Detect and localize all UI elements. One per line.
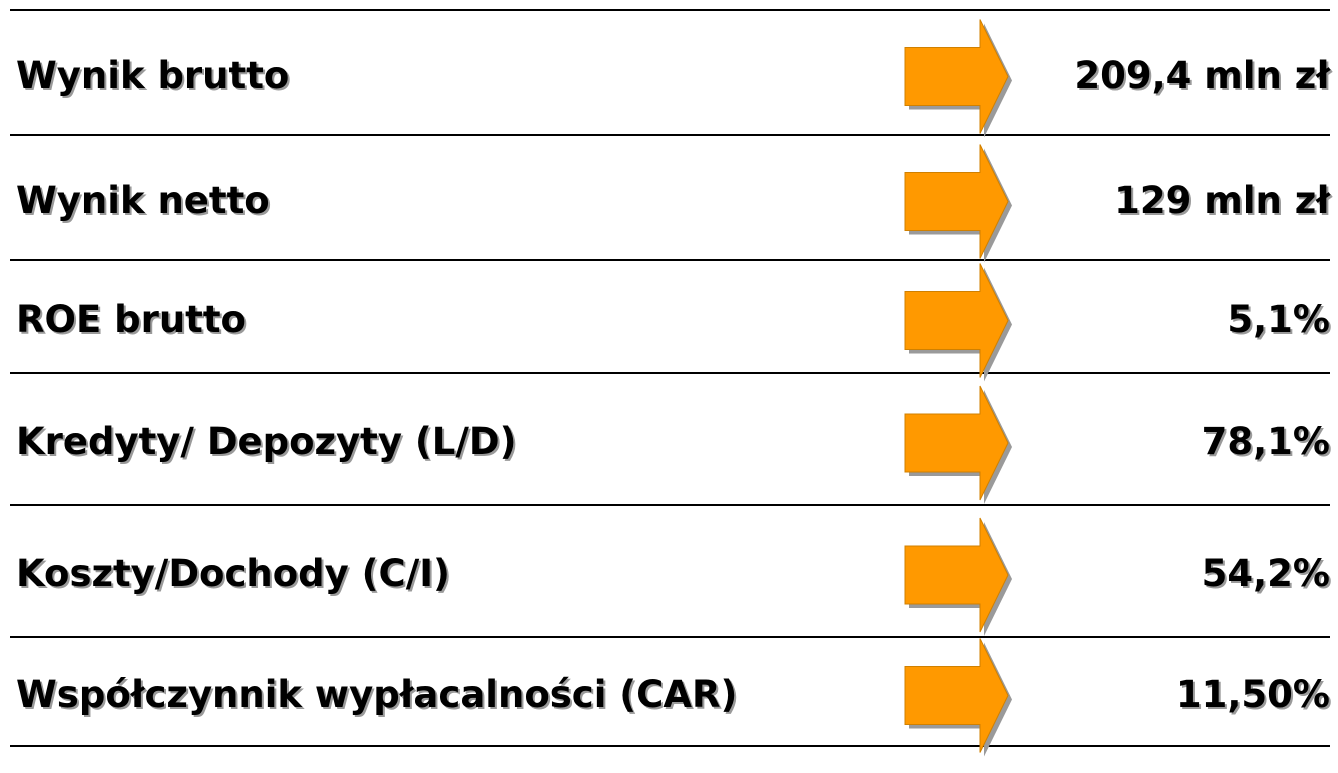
arrow	[904, 517, 1009, 633]
row-label: Kredyty/ Depozyty (L/D)	[16, 420, 517, 463]
row-label: Wynik netto	[16, 178, 270, 222]
row-value: 129 mln zł	[1114, 178, 1330, 222]
row-label: Koszty/Dochody (C/I)	[16, 552, 450, 595]
arrow	[904, 144, 1009, 259]
arrow	[904, 19, 1009, 134]
row-value: 5,1%	[1227, 297, 1330, 341]
row-label: ROE brutto	[16, 297, 246, 341]
arrow	[904, 638, 1009, 753]
arrow	[904, 263, 1009, 378]
row-value: 54,2%	[1201, 552, 1330, 595]
row-value: 78,1%	[1201, 420, 1330, 463]
row-value: 209,4 mln zł	[1074, 53, 1330, 97]
row-label: Wynik brutto	[16, 53, 290, 97]
arrow	[904, 385, 1009, 501]
row-label: Współczynnik wypłacalności (CAR)	[16, 672, 738, 716]
row-value: 11,50%	[1175, 672, 1330, 716]
